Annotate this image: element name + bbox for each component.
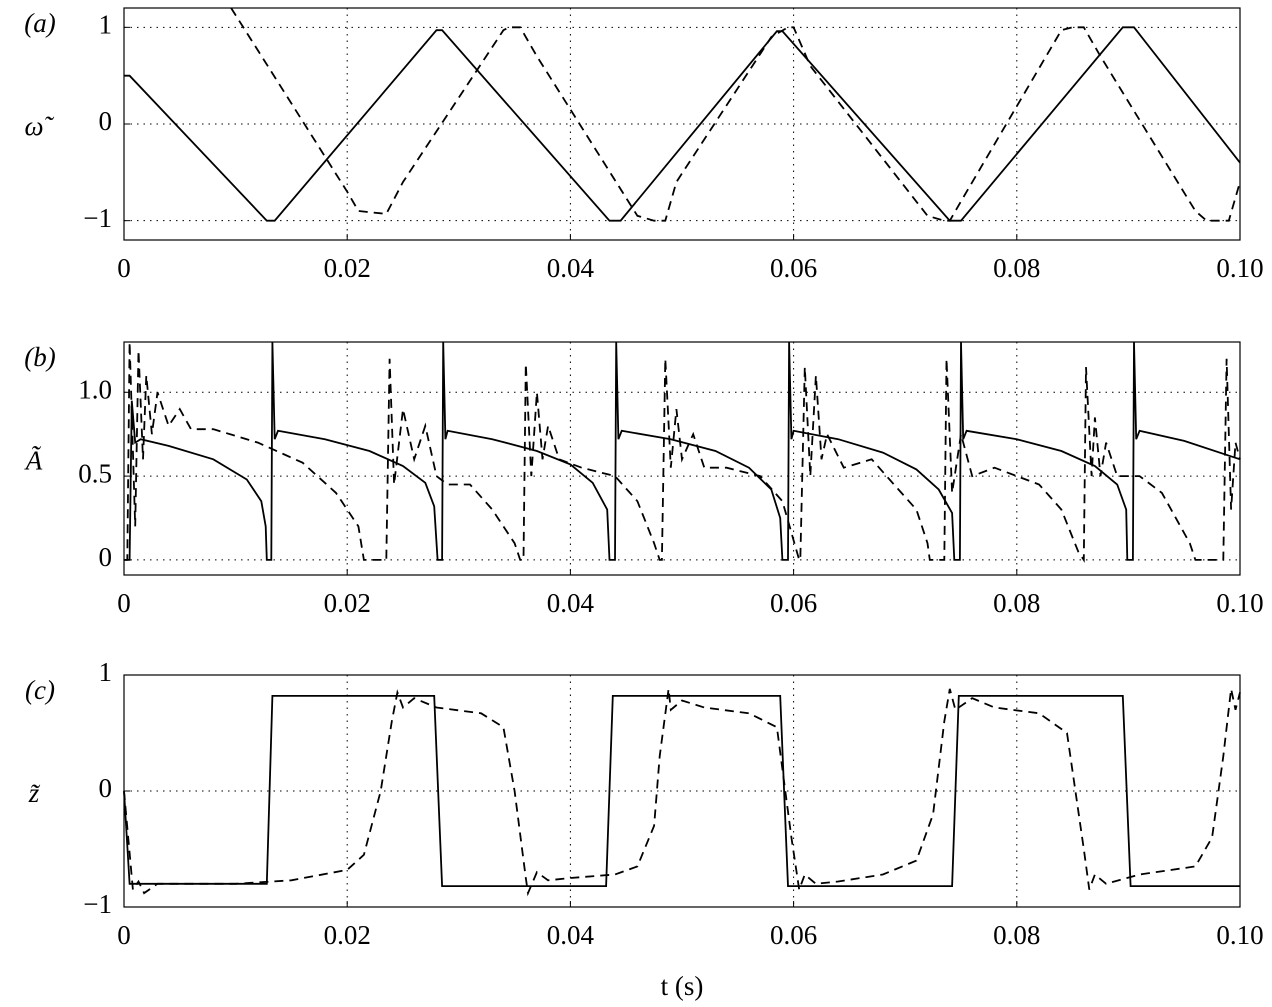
x-tick-label: 0.02 xyxy=(324,588,371,618)
x-tick-label: 0 xyxy=(117,920,131,950)
y-tick-label: −1 xyxy=(83,203,112,233)
y-tick-label: 0 xyxy=(99,773,113,803)
x-tick-label: 0.10 xyxy=(1216,253,1263,283)
axes-frame xyxy=(123,341,1241,576)
panel-label: (c) xyxy=(25,675,55,705)
y-axis-label: Ã xyxy=(24,446,43,476)
x-tick-label: 0.10 xyxy=(1216,588,1263,618)
y-tick-label: 0 xyxy=(99,542,113,572)
x-tick-label: 0.08 xyxy=(993,588,1040,618)
data-line xyxy=(230,7,1241,222)
panel-label: (b) xyxy=(24,342,55,372)
x-tick-label: 0.08 xyxy=(993,920,1040,950)
x-tick-label: 0.02 xyxy=(324,253,371,283)
y-tick-label: 0 xyxy=(99,106,113,136)
y-axis-label: ω̃ xyxy=(24,111,54,141)
x-tick-label: 0 xyxy=(117,588,131,618)
x-axis-label: t (s) xyxy=(661,971,704,1001)
y-tick-label: 1.0 xyxy=(78,374,112,404)
axes-frame xyxy=(123,7,1241,241)
y-tick-label: −1 xyxy=(83,889,112,919)
data-line xyxy=(123,695,1240,887)
x-tick-label: 0.02 xyxy=(324,920,371,950)
x-tick-label: 0.06 xyxy=(770,920,817,950)
data-line xyxy=(124,26,1241,222)
x-tick-label: 0.06 xyxy=(770,588,817,618)
y-tick-label: 1 xyxy=(99,10,113,40)
x-tick-label: 0.04 xyxy=(547,588,595,618)
y-tick-label: 0.5 xyxy=(78,458,112,488)
axes-frame xyxy=(123,674,1241,908)
x-tick-label: 0.04 xyxy=(547,920,595,950)
x-tick-label: 0.08 xyxy=(993,253,1040,283)
x-tick-label: 0 xyxy=(117,253,131,283)
data-line xyxy=(124,341,1241,563)
y-axis-label: z̃ xyxy=(28,778,41,808)
data-line xyxy=(123,688,1241,897)
x-tick-label: 0.06 xyxy=(770,253,817,283)
x-tick-label: 0.04 xyxy=(547,253,595,283)
y-tick-label: 1 xyxy=(99,657,113,687)
panel-label: (a) xyxy=(24,8,55,38)
x-tick-label: 0.10 xyxy=(1216,920,1263,950)
data-line xyxy=(124,341,1241,561)
